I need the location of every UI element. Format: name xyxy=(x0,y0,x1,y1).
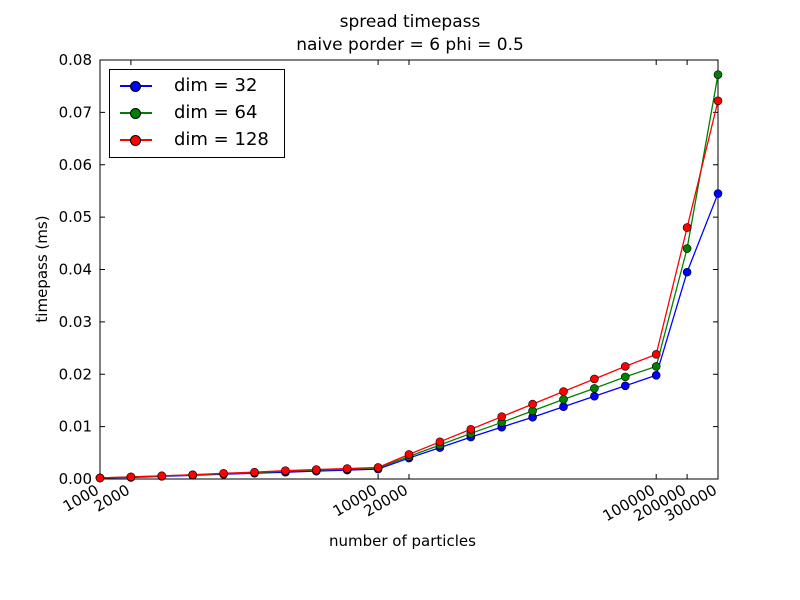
y-tick-label: 0.06 xyxy=(59,156,92,174)
chart-subtitle: naive porder = 6 phi = 0.5 xyxy=(296,35,524,55)
series-1-point xyxy=(590,384,599,393)
series-2-point xyxy=(126,472,136,482)
y-tick-label: 0.08 xyxy=(59,51,92,69)
series-0-point xyxy=(590,391,599,401)
legend: dim = 32 dim = 64 dim = 128 xyxy=(109,69,285,158)
series-2-point xyxy=(528,399,537,409)
series-2-point xyxy=(559,387,568,396)
series-2-point xyxy=(95,473,105,483)
legend-marker-icon xyxy=(130,108,141,119)
series-0-point xyxy=(682,267,692,277)
legend-label: dim = 64 xyxy=(174,102,258,123)
legend-marker-icon xyxy=(130,81,141,92)
series-1-point xyxy=(620,372,630,382)
legend-label: dim = 128 xyxy=(174,129,269,150)
series-2-point xyxy=(682,223,692,232)
y-tick-label: 0.00 xyxy=(59,470,92,488)
legend-item-dim-64: dim = 64 xyxy=(110,101,286,125)
legend-label: dim = 32 xyxy=(174,75,258,96)
series-1-point xyxy=(651,362,661,371)
legend-item-dim-128: dim = 128 xyxy=(110,128,286,152)
series-2-point xyxy=(281,466,290,475)
series-2-point xyxy=(620,362,630,371)
series-2-point xyxy=(250,467,259,477)
series-0-point xyxy=(620,381,630,391)
series-2-point xyxy=(404,450,414,459)
series-2-point xyxy=(342,464,352,473)
y-tick-label: 0.04 xyxy=(59,261,92,279)
series-2-point xyxy=(651,350,661,359)
x-tick-label: 2000 xyxy=(91,481,133,516)
series-1-point xyxy=(559,395,568,404)
series-2-point xyxy=(590,374,599,384)
legend-item-dim-32: dim = 32 xyxy=(110,74,286,98)
series-2-point xyxy=(497,412,507,421)
x-axis-label: number of particles xyxy=(329,532,476,550)
y-axis-label: timepass (ms) xyxy=(33,215,51,323)
series-2-point xyxy=(435,437,445,447)
series-2-point xyxy=(713,96,723,106)
series-line-0 xyxy=(99,193,719,479)
y-tick-label: 0.03 xyxy=(59,313,92,331)
y-tick-label: 0.01 xyxy=(59,418,92,436)
series-0-point xyxy=(713,189,723,198)
y-tick-label: 0.05 xyxy=(59,208,92,226)
series-2-point xyxy=(373,463,383,472)
chart-title: spread timepass xyxy=(339,12,481,32)
y-tick-label: 0.07 xyxy=(59,103,92,121)
series-0-point xyxy=(559,402,568,412)
y-tick-label: 0.02 xyxy=(59,365,92,383)
series-2-point xyxy=(188,470,197,480)
series-1-point xyxy=(682,244,692,253)
series-2-point xyxy=(219,468,228,478)
series-2-point xyxy=(311,465,321,474)
series-2-point xyxy=(466,424,476,434)
series-0-point xyxy=(651,370,661,380)
series-1-point xyxy=(713,70,723,79)
legend-marker-icon xyxy=(130,135,141,146)
series-2-point xyxy=(157,471,167,481)
